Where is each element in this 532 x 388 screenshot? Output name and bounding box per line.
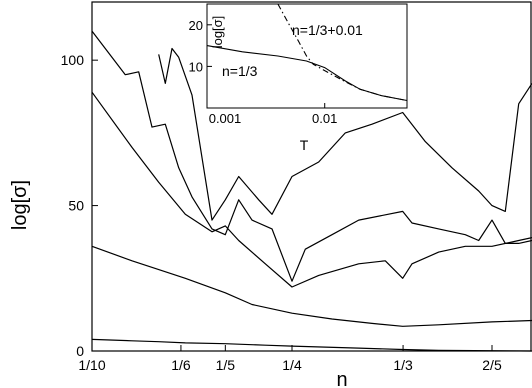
main-x-tick-label-3: 1/5 xyxy=(216,357,236,373)
inset-y-ticks: 10 20 xyxy=(189,18,212,74)
main-x-tick-label-2: 1/6 xyxy=(171,357,191,373)
main-series-line-3 xyxy=(91,91,532,288)
main-y-tick-label-2: 50 xyxy=(68,198,84,214)
main-x-axis-label: n xyxy=(336,369,347,388)
main-x-tick-label-1: 1/10 xyxy=(78,357,105,373)
main-x-tick-label-4: 1/4 xyxy=(282,357,302,373)
main-plot-frame xyxy=(91,1,532,352)
inset-series-label-n-1-3: n=1/3 xyxy=(222,63,258,79)
inset-plot-frame xyxy=(206,3,408,109)
main-series-line-5 xyxy=(158,47,532,221)
main-y-ticks: 0 50 100 xyxy=(61,52,98,359)
main-series-line-2 xyxy=(91,245,532,327)
inset-x-axis-label: T xyxy=(300,137,309,153)
inset-y-tick-label-2: 20 xyxy=(189,18,203,33)
main-x-tick-label-5: 1/3 xyxy=(393,357,413,373)
inset-plot: 0.001 0.01 10 20 T log[σ] n=1/3 n=1/3+0.01 xyxy=(189,3,408,153)
main-plot: 1/10 1/6 1/5 1/4 1/3 2/5 0 50 100 n log[σ] xyxy=(9,1,532,388)
main-y-tick-label-1: 0 xyxy=(76,343,84,359)
main-x-tick-label-6: 2/5 xyxy=(482,357,502,373)
main-x-ticks: 1/10 1/6 1/5 1/4 1/3 2/5 xyxy=(78,345,502,373)
main-series-line-4 xyxy=(91,30,532,282)
inset-series-group xyxy=(206,3,408,102)
main-series-line-1 xyxy=(91,338,532,352)
inset-y-tick-label-1: 10 xyxy=(189,59,203,74)
inset-x-ticks: 0.001 0.01 xyxy=(206,103,337,126)
main-y-tick-label-3: 100 xyxy=(61,52,85,68)
inset-y-axis-label: log[σ] xyxy=(210,16,225,49)
inset-x-tick-label-1: 0.001 xyxy=(209,111,242,126)
inset-series-line-2 xyxy=(277,3,408,102)
inset-series-label-n-1-3-plus-001: n=1/3+0.01 xyxy=(292,22,363,38)
main-series-group xyxy=(91,30,532,352)
main-y-axis-label: log[σ] xyxy=(9,180,31,230)
inset-x-tick-label-2: 0.01 xyxy=(312,111,337,126)
